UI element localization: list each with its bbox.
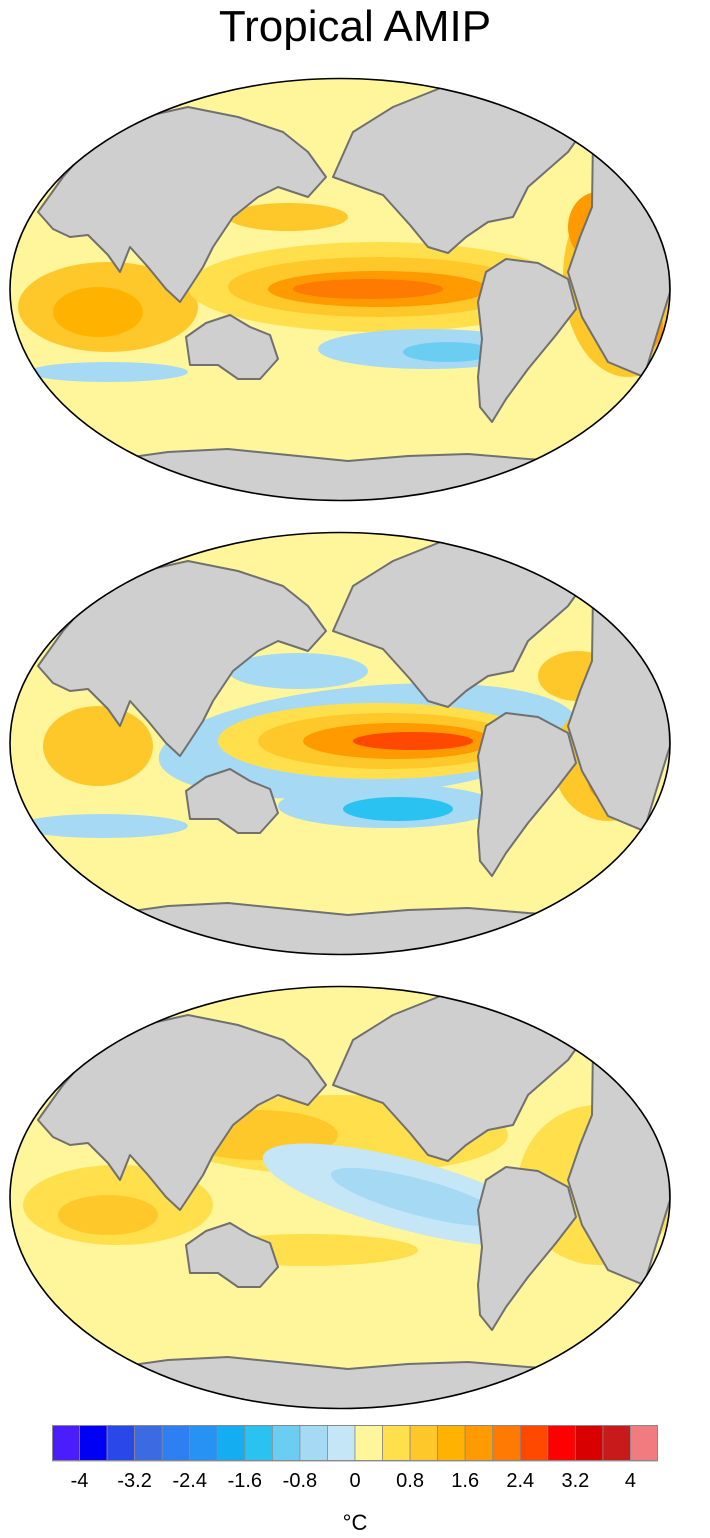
map-border xyxy=(9,985,671,1410)
colorbar: -4 -3.2 -2.4 -1.6 -0.8 0 0.8 1.6 2.4 3.2 4 xyxy=(51,1424,659,1500)
colorbar-tick-label: 0 xyxy=(349,1470,360,1492)
colorbar-swatch xyxy=(161,1424,191,1462)
map-panel-3 xyxy=(8,985,672,1410)
colorbar-swatch xyxy=(492,1424,521,1462)
pacific-warm-core xyxy=(353,732,473,750)
australia-land xyxy=(185,314,279,380)
colorbar-tick-label: -0.8 xyxy=(283,1470,317,1492)
colorbar-unit-label: °C xyxy=(342,1510,368,1535)
colorbar-swatch xyxy=(134,1424,163,1462)
colorbar-tick-label: 0.8 xyxy=(396,1470,424,1492)
figure-title: Tropical AMIP xyxy=(218,2,492,51)
indian-ocean-warm xyxy=(43,706,153,786)
colorbar-swatch xyxy=(327,1424,356,1462)
colorbar-swatch xyxy=(216,1424,246,1462)
map-field xyxy=(10,532,670,955)
colorbar-swatch xyxy=(519,1424,549,1462)
map-border xyxy=(9,77,671,502)
colorbar-tick-label: 4 xyxy=(625,1470,636,1492)
colorbar-swatch xyxy=(299,1424,328,1462)
northAmerica-land xyxy=(332,84,594,254)
south-pacific-cool-core xyxy=(343,797,453,821)
asia-land xyxy=(37,1014,327,1211)
colorbar-swatch xyxy=(409,1424,439,1462)
south-pacific-cool-core xyxy=(403,342,493,362)
map-panel-2 xyxy=(8,531,672,956)
northAmerica-land xyxy=(332,992,594,1162)
land-masses xyxy=(37,992,670,1409)
colorbar-tick-label: 1.6 xyxy=(451,1470,479,1492)
colorbar-swatch xyxy=(244,1424,273,1462)
map-field xyxy=(10,78,670,501)
southAmerica-land xyxy=(477,258,577,423)
colorbar-swatch xyxy=(189,1424,218,1462)
colorbar-tick-label: -1.6 xyxy=(228,1470,262,1492)
colorbar-swatch xyxy=(547,1424,576,1462)
pacific-warm-core xyxy=(293,279,443,299)
australia-land xyxy=(185,768,279,834)
colorbar-swatch xyxy=(437,1424,466,1462)
asia-land xyxy=(37,106,327,303)
colorbar-swatch xyxy=(464,1424,494,1462)
north-pacific-warm xyxy=(228,203,348,231)
colorbar-swatch xyxy=(106,1424,136,1462)
indian-ocean-warm-core xyxy=(53,287,143,337)
colorbar-tick-label: -4 xyxy=(71,1470,89,1492)
southern-ocean-cool xyxy=(18,814,188,838)
map-panel-1 xyxy=(8,77,672,502)
southAmerica-land xyxy=(477,1166,577,1331)
northAmerica-land xyxy=(332,538,594,708)
colorbar-swatch xyxy=(630,1424,659,1462)
australia-land xyxy=(185,1222,279,1288)
east-pacific-cool-core xyxy=(330,1167,506,1227)
map-field xyxy=(10,986,670,1409)
indian-ocean-warm-core xyxy=(58,1195,158,1235)
colorbar-swatch xyxy=(51,1424,80,1462)
colorbar-tick-label: -2.4 xyxy=(172,1470,206,1492)
map-border xyxy=(9,531,671,956)
colorbar-swatch xyxy=(271,1424,301,1462)
colorbar-tick-label: 3.2 xyxy=(561,1470,589,1492)
colorbar-swatch xyxy=(382,1424,411,1462)
north-pacific-cool xyxy=(228,653,368,689)
colorbar-swatch xyxy=(574,1424,604,1462)
southAmerica-land xyxy=(477,712,577,877)
colorbar-swatch xyxy=(602,1424,631,1462)
colorbar-swatch xyxy=(354,1424,383,1462)
colorbar-tick-label: 2.4 xyxy=(506,1470,534,1492)
colorbar-tick-label: -3.2 xyxy=(117,1470,151,1492)
southern-ocean-cool xyxy=(28,362,188,382)
colorbar-swatch xyxy=(79,1424,108,1462)
asia-land xyxy=(37,560,327,757)
